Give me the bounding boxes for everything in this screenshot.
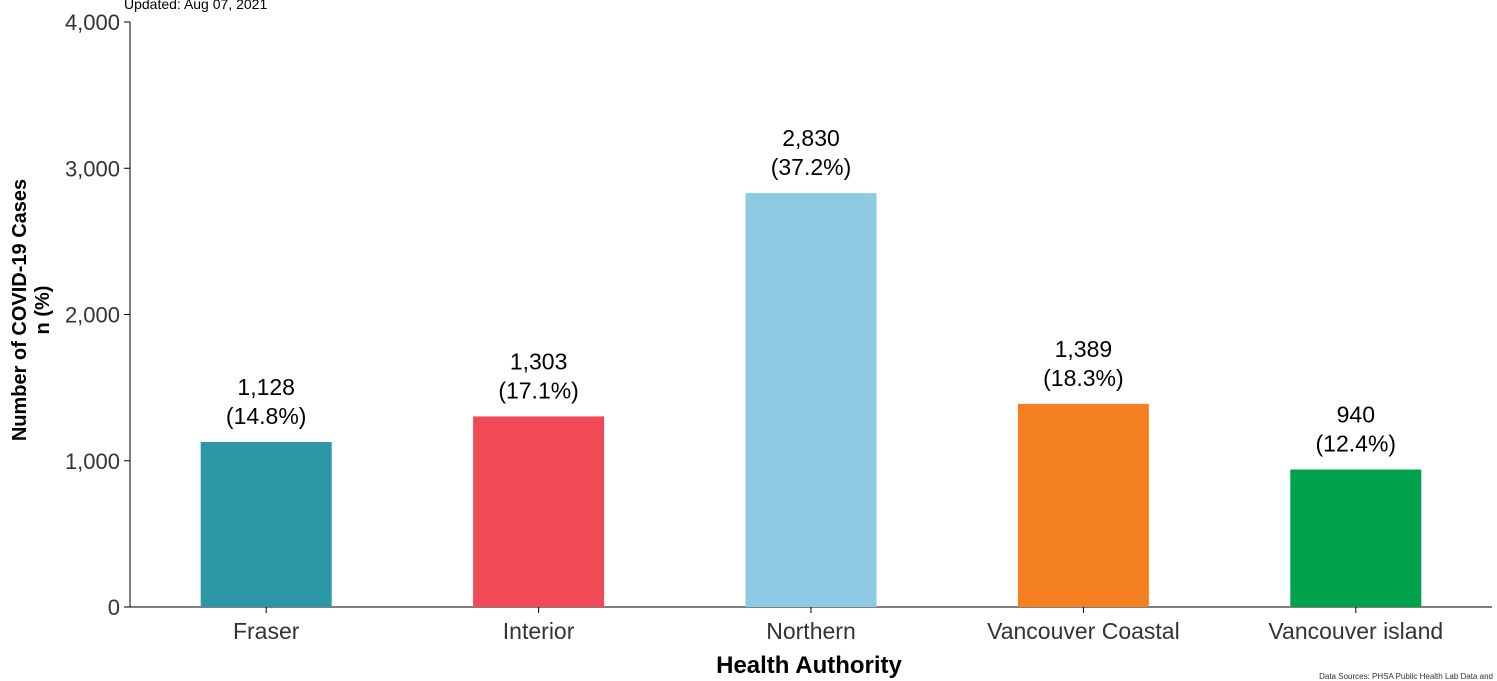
y-axis-title: Number of COVID-19 Cases [9,179,31,441]
y-axis: 0 1,000 2,000 3,000 4,000 [65,10,131,620]
x-axis-title: Health Authority [716,652,902,679]
x-tick-label: Interior [503,618,575,644]
bar [473,416,605,607]
bars [200,193,1422,608]
value-label: 2,830 [782,125,840,151]
x-tick-label: Fraser [233,618,300,644]
bar [745,193,877,608]
y-tick-label: 0 [108,595,120,620]
y-tick-label: 1,000 [65,449,120,474]
value-label: 1,128 [237,374,295,400]
y-tick-label: 3,000 [65,156,120,181]
bar [200,442,332,607]
percent-label: (14.8%) [226,403,307,429]
value-label: 940 [1337,402,1375,428]
y-axis-subtitle: n (%) [32,286,54,335]
data-labels: 1,128 (14.8%) 1,303 (17.1%) 2,830 (37.2%) 1,38… [226,125,1396,456]
y-tick-label: 2,000 [65,303,120,328]
x-tick-label: Vancouver island [1268,618,1443,644]
percent-label: (18.3%) [1043,365,1124,391]
value-label: 1,389 [1055,336,1113,362]
x-axis: Fraser Interior Northern Vancouver Coastal V… [130,606,1492,644]
percent-label: (37.2%) [771,154,852,180]
value-label: 1,303 [510,348,568,374]
percent-label: (12.4%) [1316,431,1397,457]
x-tick-label: Vancouver Coastal [987,618,1180,644]
percent-label: (17.1%) [498,377,579,403]
updated-date: Updated: Aug 07, 2021 [124,0,268,12]
bar [1290,469,1422,607]
data-source-note: Data Sources: PHSA Public Health Lab Dat… [1319,672,1493,681]
bar [1017,403,1149,607]
x-tick-label: Northern [766,618,855,644]
y-tick-label: 4,000 [65,10,120,35]
